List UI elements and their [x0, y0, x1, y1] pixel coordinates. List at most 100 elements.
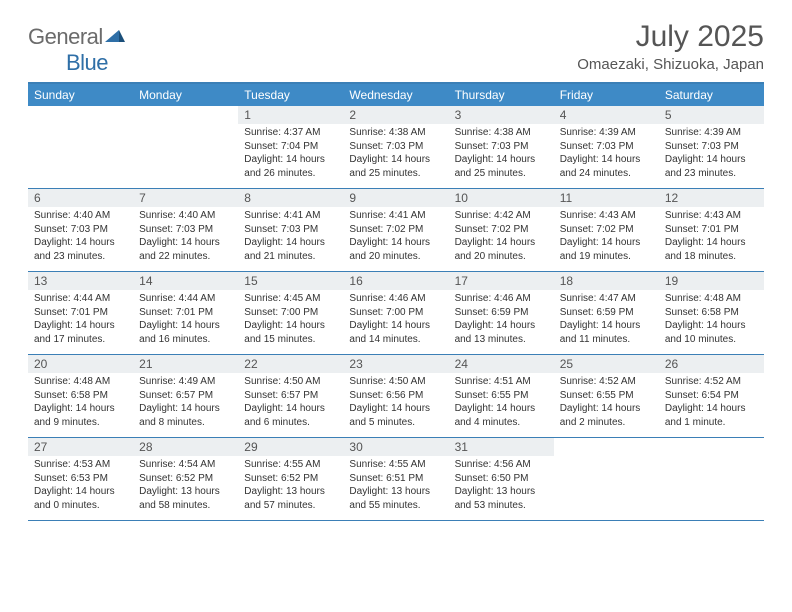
day-number: 22 [238, 355, 343, 373]
daylight-line: Daylight: 14 hours and 22 minutes. [139, 237, 220, 262]
day-number: 9 [343, 189, 448, 207]
calendar-cell: 11Sunrise: 4:43 AMSunset: 7:02 PMDayligh… [554, 189, 659, 272]
sunrise-line: Sunrise: 4:44 AM [139, 293, 215, 304]
day-number: 17 [449, 272, 554, 290]
sunset-line: Sunset: 6:55 PM [560, 390, 634, 401]
calendar-cell: 13Sunrise: 4:44 AMSunset: 7:01 PMDayligh… [28, 272, 133, 355]
day-number: 31 [449, 438, 554, 456]
day-details: Sunrise: 4:49 AMSunset: 6:57 PMDaylight:… [133, 373, 238, 433]
sunset-line: Sunset: 7:03 PM [349, 141, 423, 152]
sunset-line: Sunset: 6:50 PM [455, 473, 529, 484]
calendar-cell: 31Sunrise: 4:56 AMSunset: 6:50 PMDayligh… [449, 438, 554, 521]
calendar-cell: 3Sunrise: 4:38 AMSunset: 7:03 PMDaylight… [449, 106, 554, 189]
calendar-cell: 15Sunrise: 4:45 AMSunset: 7:00 PMDayligh… [238, 272, 343, 355]
calendar-cell: 16Sunrise: 4:46 AMSunset: 7:00 PMDayligh… [343, 272, 448, 355]
sunset-line: Sunset: 6:57 PM [244, 390, 318, 401]
calendar-cell: 22Sunrise: 4:50 AMSunset: 6:57 PMDayligh… [238, 355, 343, 438]
sunset-line: Sunset: 6:58 PM [34, 390, 108, 401]
daylight-line: Daylight: 14 hours and 20 minutes. [349, 237, 430, 262]
day-details: Sunrise: 4:48 AMSunset: 6:58 PMDaylight:… [28, 373, 133, 433]
day-number: 3 [449, 106, 554, 124]
sunrise-line: Sunrise: 4:48 AM [665, 293, 741, 304]
sunrise-line: Sunrise: 4:49 AM [139, 376, 215, 387]
day-number: 25 [554, 355, 659, 373]
sunset-line: Sunset: 6:58 PM [665, 307, 739, 318]
daylight-line: Daylight: 14 hours and 25 minutes. [455, 154, 536, 179]
calendar-cell: 4Sunrise: 4:39 AMSunset: 7:03 PMDaylight… [554, 106, 659, 189]
calendar-cell: 6Sunrise: 4:40 AMSunset: 7:03 PMDaylight… [28, 189, 133, 272]
dow-tuesday: Tuesday [238, 84, 343, 106]
sunrise-line: Sunrise: 4:46 AM [349, 293, 425, 304]
calendar-cell: 30Sunrise: 4:55 AMSunset: 6:51 PMDayligh… [343, 438, 448, 521]
sunrise-line: Sunrise: 4:39 AM [665, 127, 741, 138]
page-header: GeneralBlue July 2025 Omaezaki, Shizuoka… [28, 20, 764, 76]
day-details: Sunrise: 4:44 AMSunset: 7:01 PMDaylight:… [28, 290, 133, 350]
daylight-line: Daylight: 14 hours and 23 minutes. [665, 154, 746, 179]
daylight-line: Daylight: 14 hours and 10 minutes. [665, 320, 746, 345]
logo-text: GeneralBlue [28, 24, 127, 76]
day-number: 20 [28, 355, 133, 373]
calendar-cell: 9Sunrise: 4:41 AMSunset: 7:02 PMDaylight… [343, 189, 448, 272]
day-details: Sunrise: 4:48 AM Sunset: 6:58 PM Daylight:… [659, 290, 764, 350]
day-number: 21 [133, 355, 238, 373]
dow-friday: Friday [554, 84, 659, 106]
daylight-line: Daylight: 14 hours and 9 minutes. [34, 403, 115, 428]
daylight-line: Daylight: 14 hours and 17 minutes. [34, 320, 115, 345]
sunrise-line: Sunrise: 4:40 AM [139, 210, 215, 221]
day-details: Sunrise: 4:41 AMSunset: 7:03 PMDaylight:… [238, 207, 343, 267]
day-details: Sunrise: 4:46 AMSunset: 7:00 PMDaylight:… [343, 290, 448, 350]
day-details: Sunrise: 4:37 AMSunset: 7:04 PMDaylight:… [238, 124, 343, 184]
sunset-line: Sunset: 7:01 PM [665, 224, 739, 235]
calendar-cell: 2Sunrise: 4:38 AMSunset: 7:03 PMDaylight… [343, 106, 448, 189]
daylight-line: Daylight: 14 hours and 21 minutes. [244, 237, 325, 262]
sunrise-line: Sunrise: 4:42 AM [455, 210, 531, 221]
title-block: July 2025 Omaezaki, Shizuoka, Japan [577, 20, 764, 73]
sunset-line: Sunset: 7:01 PM [34, 307, 108, 318]
sunset-line: Sunset: 7:03 PM [139, 224, 213, 235]
day-number: 6 [28, 189, 133, 207]
sunrise-line: Sunrise: 4:53 AM [34, 459, 110, 470]
sunrise-line: Sunrise: 4:51 AM [455, 376, 531, 387]
daylight-line: Daylight: 14 hours and 6 minutes. [244, 403, 325, 428]
daylight-line: Daylight: 14 hours and 24 minutes. [560, 154, 641, 179]
calendar-cell: 28Sunrise: 4:54 AMSunset: 6:52 PMDayligh… [133, 438, 238, 521]
sunrise-line: Sunrise: 4:41 AM [244, 210, 320, 221]
sunrise-line: Sunrise: 4:43 AM [560, 210, 636, 221]
calendar-cell: 25 Sunrise: 4:52 AM Sunset: 6:55 PM Dayligh… [554, 355, 659, 438]
daylight-line: Daylight: 14 hours and 14 minutes. [349, 320, 430, 345]
sunset-line: Sunset: 7:02 PM [455, 224, 529, 235]
sunset-line: Sunset: 6:57 PM [139, 390, 213, 401]
calendar-week: 20Sunrise: 4:48 AMSunset: 6:58 PMDayligh… [28, 355, 764, 438]
calendar-cell: 8Sunrise: 4:41 AMSunset: 7:03 PMDaylight… [238, 189, 343, 272]
sunrise-line: Sunrise: 4:43 AM [665, 210, 741, 221]
day-number: 29 [238, 438, 343, 456]
day-number: 30 [343, 438, 448, 456]
dow-sunday: Sunday [28, 84, 133, 106]
daylight-line: Daylight: 13 hours and 53 minutes. [455, 486, 536, 511]
day-details: Sunrise: 4:39 AMSunset: 7:03 PMDaylight:… [554, 124, 659, 184]
logo-part1: General [28, 24, 103, 49]
day-number: 13 [28, 272, 133, 290]
calendar-cell: 17Sunrise: 4:46 AMSunset: 6:59 PMDayligh… [449, 272, 554, 355]
calendar-cell: 21Sunrise: 4:49 AMSunset: 6:57 PMDayligh… [133, 355, 238, 438]
day-details: Sunrise: 4:38 AMSunset: 7:03 PMDaylight:… [343, 124, 448, 184]
calendar-cell: 10Sunrise: 4:42 AMSunset: 7:02 PMDayligh… [449, 189, 554, 272]
calendar-body: 1Sunrise: 4:37 AMSunset: 7:04 PMDaylight… [28, 106, 764, 521]
day-details: Sunrise: 4:45 AMSunset: 7:00 PMDaylight:… [238, 290, 343, 350]
daylight-line: Daylight: 14 hours and 4 minutes. [455, 403, 536, 428]
calendar-cell: 12Sunrise: 4:43 AMSunset: 7:01 PMDayligh… [659, 189, 764, 272]
calendar-cell [554, 438, 659, 521]
daylight-line: Daylight: 14 hours and 5 minutes. [349, 403, 430, 428]
sunset-line: Sunset: 7:00 PM [244, 307, 318, 318]
month-title: July 2025 [577, 20, 764, 54]
sunset-line: Sunset: 7:01 PM [139, 307, 213, 318]
calendar-week: 6 Sunrise: 4:40 AM Sunset: 7:03 PM Daylight… [28, 189, 764, 272]
day-details: Sunrise: 4:43 AMSunset: 7:02 PMDaylight:… [554, 207, 659, 267]
sunset-line: Sunset: 7:03 PM [560, 141, 634, 152]
calendar-cell: 20Sunrise: 4:48 AMSunset: 6:58 PMDayligh… [28, 355, 133, 438]
day-number: 19 [659, 272, 764, 290]
sunrise-line: Sunrise: 4:52 AM [560, 376, 636, 387]
daylight-line: Daylight: 14 hours and 20 minutes. [455, 237, 536, 262]
daylight-line: Daylight: 14 hours and 2 minutes. [560, 403, 641, 428]
day-number: 23 [343, 355, 448, 373]
